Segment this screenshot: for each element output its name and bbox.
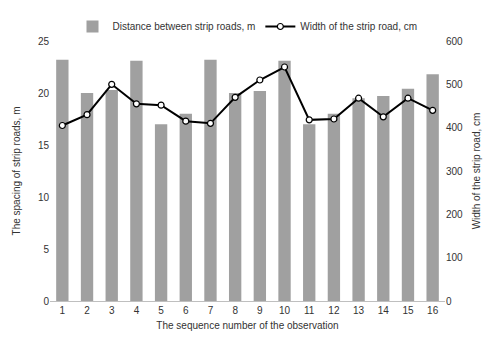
svg-text:5: 5	[43, 244, 49, 255]
svg-text:7: 7	[208, 305, 214, 316]
svg-text:0: 0	[446, 296, 452, 307]
svg-text:13: 13	[353, 305, 365, 316]
svg-text:200: 200	[446, 209, 463, 220]
svg-text:10: 10	[279, 305, 291, 316]
svg-text:0: 0	[43, 296, 49, 307]
svg-text:6: 6	[183, 305, 189, 316]
svg-text:500: 500	[446, 79, 463, 90]
svg-text:8: 8	[232, 305, 238, 316]
svg-text:11: 11	[304, 305, 315, 316]
svg-text:5: 5	[158, 305, 164, 316]
svg-text:20: 20	[38, 88, 50, 99]
svg-text:16: 16	[427, 305, 439, 316]
svg-text:600: 600	[446, 36, 463, 47]
svg-text:15: 15	[402, 305, 414, 316]
svg-text:10: 10	[38, 192, 50, 203]
svg-text:3: 3	[109, 305, 115, 316]
svg-text:25: 25	[38, 36, 50, 47]
svg-text:Width of the strip road, cm: Width of the strip road, cm	[300, 21, 417, 32]
svg-text:4: 4	[134, 305, 140, 316]
svg-text:Width of the strip road, cm: Width of the strip road, cm	[471, 113, 482, 230]
svg-text:The sequence number of the obs: The sequence number of the observation	[156, 320, 338, 331]
svg-text:12: 12	[328, 305, 340, 316]
svg-text:Distance between strip roads,: Distance between strip roads, m	[113, 21, 256, 32]
svg-text:100: 100	[446, 252, 463, 263]
svg-text:300: 300	[446, 166, 463, 177]
svg-text:400: 400	[446, 122, 463, 133]
svg-text:The spacing of strip roads, m: The spacing of strip roads, m	[11, 107, 22, 236]
svg-text:15: 15	[38, 140, 50, 151]
svg-text:14: 14	[378, 305, 390, 316]
svg-text:9: 9	[257, 305, 263, 316]
svg-text:2: 2	[84, 305, 90, 316]
svg-text:1: 1	[60, 305, 66, 316]
